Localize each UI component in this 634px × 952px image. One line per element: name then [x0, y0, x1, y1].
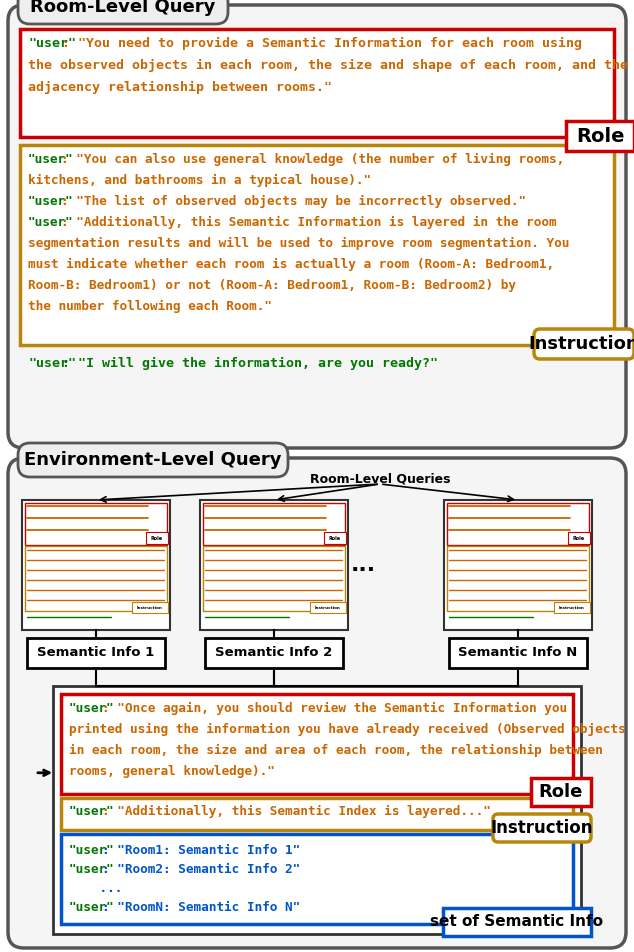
Text: set of Semantic Info: set of Semantic Info: [430, 915, 604, 929]
Text: : "Room2: Semantic Info 2": : "Room2: Semantic Info 2": [103, 863, 301, 876]
Text: kitchens, and bathrooms in a typical house).": kitchens, and bathrooms in a typical hou…: [28, 174, 371, 188]
Text: Instruction: Instruction: [529, 335, 634, 353]
Text: Semantic Info 1: Semantic Info 1: [37, 646, 155, 660]
Bar: [203, 546, 345, 611]
Text: : "You need to provide a Semantic Information for each room using: : "You need to provide a Semantic Inform…: [63, 37, 583, 50]
Text: Instruction: Instruction: [137, 606, 163, 610]
Text: printed using the information you have already received (Observed objects: printed using the information you have a…: [69, 723, 626, 736]
Bar: [447, 546, 589, 611]
Bar: [22, 500, 170, 630]
Bar: [554, 602, 590, 613]
Text: the observed objects in each room, the size and shape of each room, and the: the observed objects in each room, the s…: [28, 59, 628, 72]
Text: Role: Role: [539, 783, 583, 801]
Text: : "Room1: Semantic Info 1": : "Room1: Semantic Info 1": [103, 844, 301, 857]
Text: "user": "user": [69, 702, 115, 715]
Text: : "RoomN: Semantic Info N": : "RoomN: Semantic Info N": [103, 901, 301, 914]
Text: Room-B: Bedroom1) or not (Room-A: Bedroom1, Room-B: Bedroom2) by: Room-B: Bedroom1) or not (Room-A: Bedroo…: [28, 279, 516, 292]
Bar: [27, 638, 165, 668]
Bar: [568, 532, 590, 544]
Text: Instruction: Instruction: [559, 606, 585, 610]
Text: "user": "user": [69, 844, 115, 857]
Bar: [146, 532, 168, 544]
Bar: [25, 546, 167, 611]
Bar: [310, 602, 346, 613]
Text: adjacency relationship between rooms.": adjacency relationship between rooms.": [28, 81, 332, 94]
FancyBboxPatch shape: [8, 5, 626, 448]
FancyBboxPatch shape: [18, 0, 228, 24]
Text: : "Additionally, this Semantic Index is layered...": : "Additionally, this Semantic Index is …: [103, 805, 491, 818]
Bar: [53, 686, 581, 934]
FancyBboxPatch shape: [493, 814, 591, 842]
Text: "user": "user": [28, 216, 74, 229]
Text: rooms, general knowledge).": rooms, general knowledge).": [69, 765, 275, 778]
Text: "user": "user": [28, 153, 74, 166]
Bar: [132, 602, 168, 613]
Bar: [61, 798, 573, 830]
Text: Instruction: Instruction: [315, 606, 341, 610]
Bar: [20, 145, 614, 345]
Bar: [566, 121, 634, 151]
FancyBboxPatch shape: [534, 329, 634, 359]
Text: Room-Level Query: Room-Level Query: [30, 0, 216, 16]
Text: the number following each Room.": the number following each Room.": [28, 300, 272, 313]
Text: : "I will give the information, are you ready?": : "I will give the information, are you …: [63, 357, 439, 370]
Text: : "The list of observed objects may be incorrectly observed.": : "The list of observed objects may be i…: [61, 195, 526, 208]
Text: ...: ...: [69, 882, 122, 895]
Bar: [25, 503, 167, 545]
Text: Role: Role: [576, 127, 624, 146]
Text: : "You can also use general knowledge (the number of living rooms,: : "You can also use general knowledge (t…: [61, 153, 565, 166]
Text: Role: Role: [573, 535, 585, 541]
Text: "user": "user": [69, 805, 115, 818]
Bar: [447, 503, 589, 545]
Text: "user": "user": [69, 863, 115, 876]
Text: Room-Level Queries: Room-Level Queries: [310, 472, 450, 485]
Bar: [205, 638, 343, 668]
Bar: [449, 638, 587, 668]
Text: Semantic Info 2: Semantic Info 2: [216, 646, 333, 660]
Text: "user": "user": [69, 901, 115, 914]
Text: Role: Role: [329, 535, 341, 541]
Text: "user": "user": [28, 195, 74, 208]
Text: : "Once again, you should review the Semantic Information you: : "Once again, you should review the Sem…: [103, 702, 567, 715]
Bar: [443, 908, 591, 936]
Bar: [444, 500, 592, 630]
Bar: [61, 694, 573, 794]
Text: Role: Role: [151, 535, 163, 541]
FancyBboxPatch shape: [18, 443, 288, 477]
Bar: [203, 503, 345, 545]
Bar: [61, 834, 573, 924]
Bar: [20, 29, 614, 137]
Text: Instruction: Instruction: [491, 819, 593, 837]
Bar: [531, 778, 591, 806]
Text: "user": "user": [28, 37, 76, 50]
Text: ...: ...: [351, 555, 375, 575]
Text: in each room, the size and area of each room, the relationship between: in each room, the size and area of each …: [69, 744, 603, 757]
Text: : "Additionally, this Semantic Information is layered in the room: : "Additionally, this Semantic Informati…: [61, 216, 557, 229]
Text: "user": "user": [28, 357, 76, 370]
FancyBboxPatch shape: [8, 458, 626, 948]
Bar: [324, 532, 346, 544]
Text: segmentation results and will be used to improve room segmentation. You: segmentation results and will be used to…: [28, 237, 569, 250]
Bar: [200, 500, 348, 630]
Text: must indicate whether each room is actually a room (Room-A: Bedroom1,: must indicate whether each room is actua…: [28, 258, 554, 271]
Text: Semantic Info N: Semantic Info N: [458, 646, 578, 660]
Text: Environment-Level Query: Environment-Level Query: [24, 451, 281, 469]
